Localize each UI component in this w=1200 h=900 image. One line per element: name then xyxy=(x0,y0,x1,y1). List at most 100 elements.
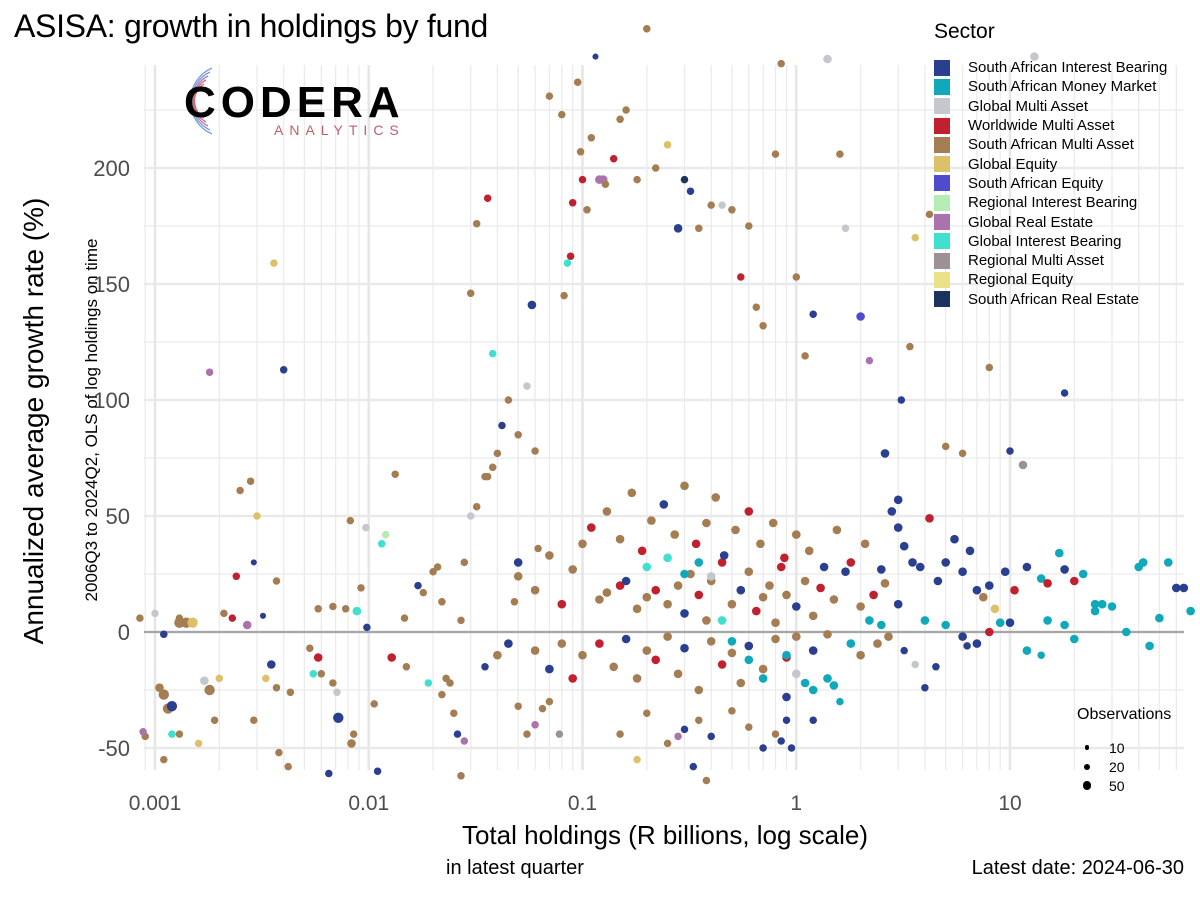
data-point xyxy=(438,598,446,606)
data-point xyxy=(680,175,689,184)
data-point xyxy=(985,363,994,372)
data-point xyxy=(523,382,531,390)
legend-swatch xyxy=(934,117,950,134)
data-point xyxy=(545,551,554,560)
data-point xyxy=(284,762,292,771)
data-point xyxy=(1121,627,1131,637)
data-point xyxy=(545,664,554,674)
data-point xyxy=(573,78,582,86)
data-point xyxy=(400,614,409,622)
data-points xyxy=(136,25,1195,785)
legend-swatch xyxy=(934,78,950,95)
data-point xyxy=(893,599,903,609)
data-point xyxy=(602,507,612,516)
data-point xyxy=(808,646,818,655)
data-point xyxy=(771,730,780,738)
data-point xyxy=(670,530,680,539)
data-point xyxy=(884,632,893,641)
data-point xyxy=(800,576,810,586)
data-point xyxy=(972,639,982,648)
legend-label: South African Money Market xyxy=(968,78,1157,96)
data-point xyxy=(759,744,767,752)
data-point xyxy=(616,115,624,124)
data-point xyxy=(194,739,203,748)
data-point xyxy=(958,449,967,458)
data-point xyxy=(643,25,651,33)
data-point xyxy=(950,534,959,544)
legend-item: South African Interest Bearing xyxy=(934,58,1167,77)
size-legend-label: 10 xyxy=(1109,739,1125,756)
data-point xyxy=(836,697,844,706)
data-point xyxy=(466,512,475,520)
data-point xyxy=(523,730,531,738)
data-point xyxy=(429,567,437,576)
data-point xyxy=(609,154,618,163)
data-point xyxy=(829,595,839,604)
data-point xyxy=(893,495,903,505)
data-point xyxy=(381,530,390,539)
data-point xyxy=(530,646,540,655)
data-point xyxy=(900,646,908,655)
data-point xyxy=(1145,641,1154,651)
data-point xyxy=(1054,548,1064,558)
data-point xyxy=(158,689,169,700)
data-point xyxy=(272,683,281,692)
data-point xyxy=(856,602,865,611)
data-point xyxy=(402,663,411,671)
data-point xyxy=(915,562,925,572)
data-point xyxy=(1171,583,1181,593)
data-point xyxy=(352,606,362,616)
data-point xyxy=(513,558,523,567)
data-point xyxy=(744,641,754,651)
data-point xyxy=(357,584,365,592)
data-point xyxy=(270,259,278,267)
data-point xyxy=(876,565,886,574)
x-tick-label: 0.001 xyxy=(129,792,182,815)
data-point xyxy=(317,670,326,678)
data-point xyxy=(504,396,513,404)
data-point xyxy=(702,616,711,625)
legend-swatch xyxy=(934,252,950,269)
legend-swatch xyxy=(934,194,950,211)
data-point xyxy=(777,737,785,745)
data-point xyxy=(168,730,176,738)
data-point xyxy=(673,223,683,233)
data-point xyxy=(602,588,612,597)
data-point xyxy=(1060,389,1069,397)
data-point xyxy=(329,679,337,687)
data-point xyxy=(736,678,746,688)
data-point xyxy=(566,252,575,260)
data-point xyxy=(136,614,144,622)
data-point xyxy=(483,194,492,202)
data-point xyxy=(228,614,237,622)
data-point xyxy=(481,663,489,671)
data-point xyxy=(616,730,624,738)
legend-label: Global Interest Bearing xyxy=(968,232,1122,250)
data-point xyxy=(941,558,951,567)
data-point xyxy=(744,507,754,516)
legend-item: Regional Interest Bearing xyxy=(934,193,1167,212)
data-point xyxy=(275,748,283,757)
legend-item: South African Real Estate xyxy=(934,290,1167,309)
data-point xyxy=(220,609,228,618)
data-point xyxy=(587,134,596,142)
data-point xyxy=(531,447,539,455)
data-point xyxy=(1138,558,1148,567)
data-point xyxy=(166,701,178,712)
data-point xyxy=(728,206,736,214)
data-point xyxy=(438,690,446,699)
data-point xyxy=(995,618,1005,628)
data-point xyxy=(642,562,652,572)
legend-title: Sector xyxy=(934,20,995,43)
data-point xyxy=(632,674,642,683)
data-point xyxy=(472,502,481,511)
size-legend-label: 20 xyxy=(1109,758,1125,775)
data-point xyxy=(514,702,522,710)
data-point xyxy=(472,219,481,228)
data-point xyxy=(155,683,164,693)
data-point xyxy=(199,676,209,686)
y-axis-title: Annualized average growth rate (%) xyxy=(18,197,49,645)
data-point xyxy=(990,604,1000,614)
data-point xyxy=(791,632,801,641)
data-point xyxy=(530,585,540,595)
